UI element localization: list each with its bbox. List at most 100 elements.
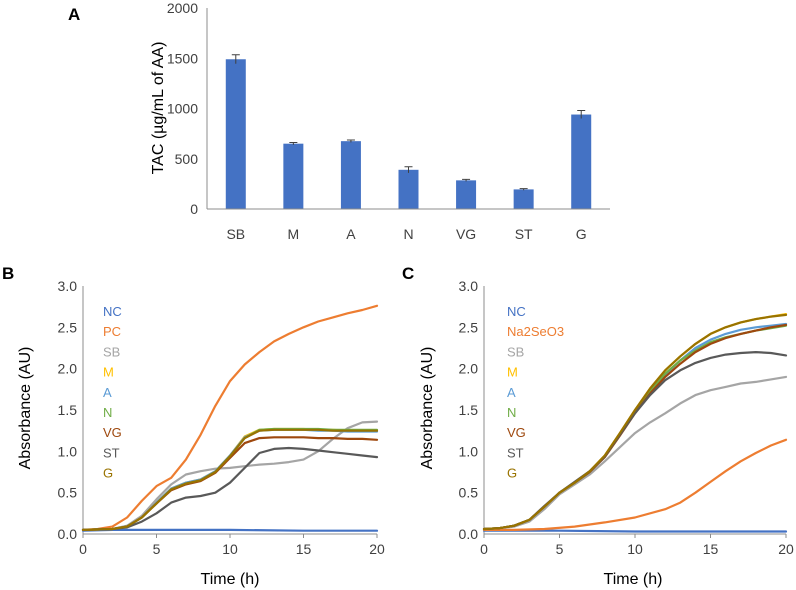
bar-n [398, 169, 419, 209]
panel-c-y-tick-label: 1.0 [459, 443, 479, 459]
panel-a-bar-chart: A 0 500 1000 1500 2000 SB M A N VG ST G TAC (µg/mL… [68, 0, 610, 242]
series-line-pc [81, 304, 379, 532]
bar-vg [456, 180, 477, 209]
panel-a-x-tick-label: M [288, 226, 300, 242]
panel-c-y-tick-label: 3.0 [459, 278, 479, 294]
panel-c-legend: NC Na2SeO3 SB MAN VG ST G [507, 304, 564, 481]
series-line-st [81, 446, 379, 532]
panel-a-x-tick-label: SB [226, 226, 245, 242]
error-bar-st [519, 188, 528, 191]
legend-entry-n: N [103, 405, 112, 420]
legend-entry-a: A [103, 385, 112, 400]
legend-entry-m: M [507, 365, 518, 380]
series-line-sb [81, 420, 379, 532]
panel-c-y-tick-label: 2.5 [459, 319, 479, 335]
panel-a-y-tick-label: 2000 [167, 0, 198, 16]
panel-c-line-chart: C 0.0 0.5 1.0 1.5 2.0 2.5 3.0 0 5 10 15 20 NC Na2Se… [402, 264, 794, 588]
legend-entry-g: G [507, 466, 517, 481]
panel-a-y-ticks: 0 500 1000 1500 2000 [167, 0, 198, 217]
bar-a [340, 141, 361, 209]
panel-a-y-tick-label: 0 [190, 201, 198, 217]
panel-c-x-ticks: 0 5 10 15 20 [480, 534, 794, 557]
panel-a-bars [225, 54, 592, 209]
panel-b-x-tick-label: 10 [222, 541, 238, 557]
series-line-m [81, 427, 379, 532]
series-line-g [81, 428, 379, 532]
legend-entry-sb: SB [507, 344, 524, 359]
panel-b-y-tick-label: 2.5 [58, 319, 78, 335]
panel-letter-b: B [2, 264, 14, 283]
panel-b-series-lines [81, 286, 379, 535]
panel-c-x-tick-label: 20 [778, 541, 794, 557]
legend-entry-nc: NC [103, 304, 122, 319]
panel-c-x-tick-label: 10 [627, 541, 643, 557]
panel-a-y-axis-title: TAC (µg/mL of AA) [150, 42, 167, 175]
legend-entry-na2seo3: Na2SeO3 [507, 324, 564, 339]
panel-a-y-tick-label: 1000 [167, 101, 198, 117]
legend-entry-st: ST [103, 445, 120, 460]
panel-a-x-ticks: SB M A N VG ST G [226, 226, 586, 242]
series-line-n [482, 324, 788, 531]
legend-entry-m: M [103, 365, 114, 380]
panel-a-y-tick-label: 1500 [167, 50, 198, 66]
panel-c-y-tick-label: 0.0 [459, 526, 479, 542]
series-line-st [482, 351, 788, 531]
panel-b-x-tick-label: 15 [296, 541, 312, 557]
panel-b-line-chart: B 0.0 0.5 1.0 1.5 2.0 2.5 3.0 0 5 10 15 20 NC PC SB M… [2, 264, 385, 588]
series-line-na2seo3 [482, 438, 788, 532]
series-line-a [482, 322, 788, 531]
panel-b-x-axis-title: Time (h) [201, 571, 260, 588]
panel-b-y-tick-label: 1.0 [58, 443, 78, 459]
legend-entry-vg: VG [507, 425, 526, 440]
series-line-g [482, 313, 788, 531]
legend-entry-g: G [103, 466, 113, 481]
error-bar-vg [462, 178, 471, 182]
panel-a-x-tick-label: G [576, 226, 587, 242]
panel-b-x-tick-label: 5 [153, 541, 161, 557]
bar-m [283, 143, 304, 209]
panel-b-y-tick-label: 1.5 [58, 402, 78, 418]
panel-c-y-ticks: 0.0 0.5 1.0 1.5 2.0 2.5 3.0 [459, 278, 479, 542]
panel-c-x-axis-title: Time (h) [604, 571, 663, 588]
panel-b-x-tick-label: 20 [369, 541, 385, 557]
panel-c-y-tick-label: 0.5 [459, 485, 479, 501]
legend-entry-pc: PC [103, 324, 121, 339]
panel-a-x-tick-label: A [346, 226, 356, 242]
panel-c-x-tick-label: 15 [703, 541, 719, 557]
series-line-sb [482, 375, 788, 531]
series-line-n [81, 427, 379, 532]
legend-entry-vg: VG [103, 425, 122, 440]
bar-st [513, 189, 534, 209]
panel-letter-a: A [68, 5, 80, 24]
series-line-nc [482, 529, 788, 533]
error-bar-m [289, 141, 298, 145]
legend-entry-nc: NC [507, 304, 526, 319]
panel-b-y-tick-label: 0.5 [58, 485, 78, 501]
panel-a-y-tick-label: 500 [175, 151, 199, 167]
panel-a-x-tick-label: N [403, 226, 413, 242]
error-bar-n [404, 166, 413, 173]
bar-sb [225, 59, 246, 209]
error-bar-sb [231, 54, 240, 64]
panel-b-y-axis-title: Absorbance (AU) [17, 347, 34, 470]
panel-b-legend: NC PC SB MAN VG ST G [103, 304, 122, 481]
legend-entry-sb: SB [103, 344, 120, 359]
series-line-a [81, 428, 379, 532]
panel-b-x-tick-label: 0 [79, 541, 87, 557]
panel-c-x-tick-label: 0 [480, 541, 488, 557]
panel-c-y-tick-label: 1.5 [459, 402, 479, 418]
legend-entry-st: ST [507, 445, 524, 460]
panel-c-x-tick-label: 5 [556, 541, 564, 557]
legend-entry-n: N [507, 405, 516, 420]
panel-b-y-tick-label: 2.0 [58, 361, 78, 377]
panel-a-x-tick-label: ST [515, 226, 533, 242]
legend-entry-a: A [507, 385, 516, 400]
panel-letter-c: C [402, 264, 414, 283]
bar-g [571, 114, 592, 209]
panel-b-y-ticks: 0.0 0.5 1.0 1.5 2.0 2.5 3.0 [58, 278, 78, 542]
series-line-nc [81, 528, 379, 532]
panel-c-y-axis-title: Absorbance (AU) [419, 347, 436, 470]
panel-c-y-tick-label: 2.0 [459, 361, 479, 377]
panel-b-x-ticks: 0 5 10 15 20 [79, 534, 385, 557]
